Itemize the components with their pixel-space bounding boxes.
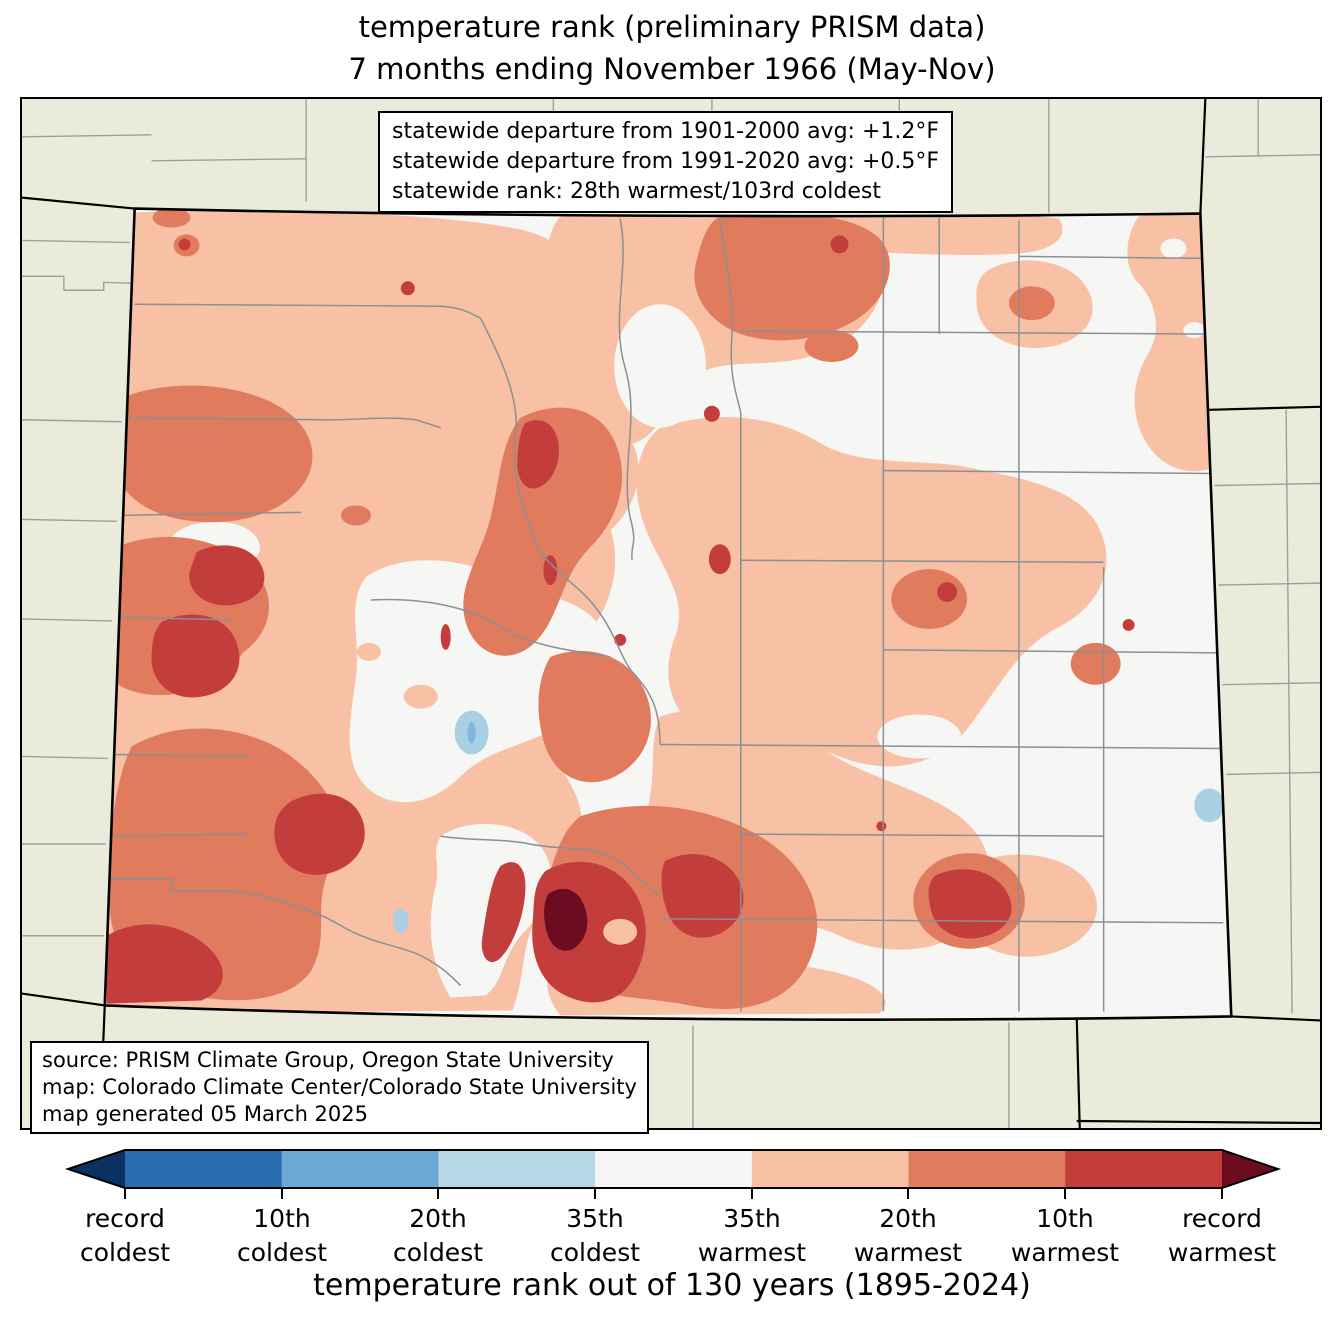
cb-label-10th-coldest: 10th coldest (236, 1204, 328, 1267)
cb-label-record-warmest: record warmest (1167, 1204, 1277, 1267)
page-title: temperature rank (preliminary PRISM data… (358, 10, 986, 44)
cb-seg-20th-warmest (908, 1150, 1066, 1188)
salmon-donut-hole (603, 918, 638, 945)
stats-line-3: statewide rank: 28th warmest/103rd colde… (392, 179, 881, 204)
county-lines (105, 216, 1224, 1012)
stats-line-1: statewide departure from 1901-2000 avg: … (392, 119, 940, 144)
stats-line-2: statewide departure from 1991-2020 avg: … (392, 149, 940, 174)
page-subtitle: 7 months ending November 1966 (May-Nov) (348, 52, 996, 86)
record-coldest-arrow (68, 1150, 125, 1188)
source-line-2: map: Colorado Climate Center/Colorado St… (42, 1075, 637, 1099)
rank-shading (104, 208, 1225, 1016)
colorbar: record coldest 10th coldest 20th coldest 35… (0, 1140, 1344, 1332)
cb-label-record-coldest: record coldest (79, 1204, 171, 1267)
source-line-1: source: PRISM Climate Group, Oregon Stat… (42, 1048, 614, 1072)
colorado-map (22, 99, 1320, 1128)
cb-seg-35th-coldest (438, 1150, 596, 1188)
cb-label-35th-coldest: 35th coldest (549, 1204, 641, 1267)
cb-seg-35th-warmest (751, 1150, 910, 1188)
cool-spots (392, 710, 1225, 933)
map-frame: statewide departure from 1901-2000 avg: … (20, 97, 1322, 1134)
source-line-3: map generated 05 March 2025 (42, 1102, 369, 1126)
salmon-islets (346, 254, 438, 709)
colorbar-scale (64, 1149, 1282, 1199)
cb-label-20th-warmest: 20th warmest (853, 1204, 963, 1267)
cb-seg-10th-warmest (1065, 1150, 1223, 1188)
cb-seg-20th-coldest (281, 1150, 439, 1188)
cb-label-10th-warmest: 10th warmest (1010, 1204, 1120, 1267)
colorbar-ticks (124, 1188, 1223, 1199)
cb-seg-10th-coldest (125, 1150, 283, 1188)
stats-box: statewide departure from 1901-2000 avg: … (378, 111, 954, 213)
maroon-core (544, 888, 588, 951)
colorbar-axis-label: temperature rank out of 130 years (1895-… (313, 1268, 1031, 1303)
source-box: source: PRISM Climate Group, Oregon Stat… (30, 1041, 649, 1134)
cb-label-20th-coldest: 20th coldest (392, 1204, 484, 1267)
state-border (103, 207, 1233, 1021)
cb-seg-neutral (595, 1150, 753, 1188)
record-warmest-arrow (1222, 1150, 1278, 1188)
cb-label-35th-warmest: 35th warmest (697, 1204, 807, 1267)
